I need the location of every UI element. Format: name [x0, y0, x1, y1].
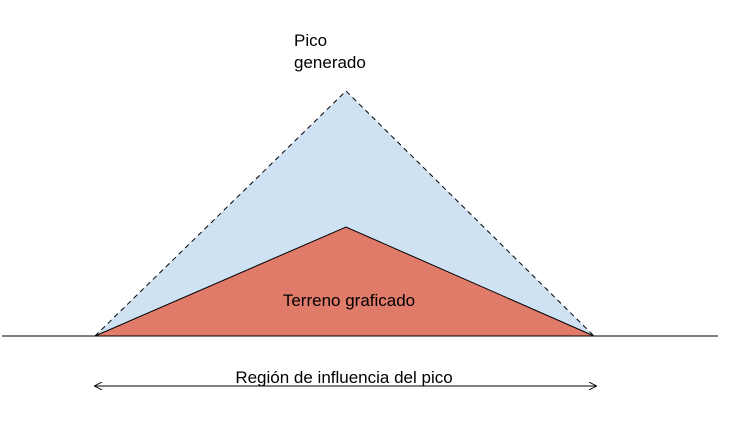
- peak-label-line1: Pico: [294, 31, 327, 50]
- influence-region-label: Región de influencia del pico: [235, 368, 452, 387]
- peak-label-line2: generado: [294, 53, 366, 72]
- terrain-label: Terreno graficado: [283, 291, 415, 310]
